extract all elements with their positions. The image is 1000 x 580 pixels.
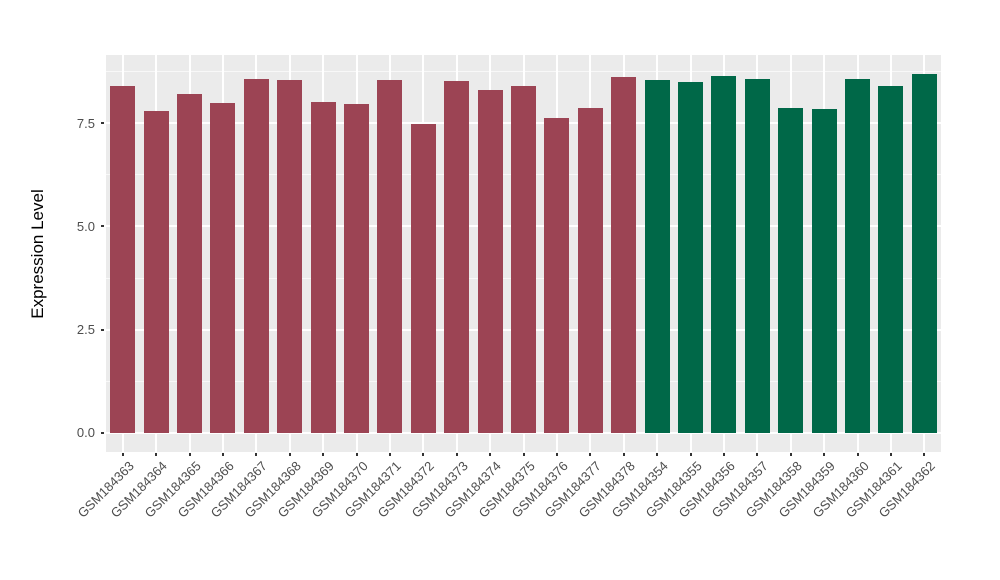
x-tick-mark	[522, 453, 525, 456]
x-tick-mark	[555, 453, 558, 456]
y-tick-mark	[101, 328, 104, 331]
x-tick-mark	[121, 453, 124, 456]
x-tick-mark	[221, 453, 224, 456]
x-tick-mark	[756, 453, 759, 456]
x-tick-mark	[388, 453, 391, 456]
bar-GSM184376	[544, 118, 570, 433]
x-tick-mark	[923, 453, 926, 456]
bar-GSM184361	[878, 85, 904, 433]
y-tick-label: 0.0	[76, 425, 95, 441]
bar-GSM184367	[243, 79, 269, 433]
y-tick-mark	[101, 225, 104, 228]
x-tick-mark	[288, 453, 291, 456]
x-tick-mark	[155, 453, 158, 456]
x-tick-mark	[856, 453, 859, 456]
x-tick-mark	[489, 453, 492, 456]
x-tick-mark	[722, 453, 725, 456]
x-tick-mark	[656, 453, 659, 456]
bar-GSM184368	[277, 80, 303, 433]
bar-GSM184372	[410, 123, 436, 433]
bar-GSM184359	[811, 109, 837, 433]
x-tick-mark	[188, 453, 191, 456]
x-tick-mark	[422, 453, 425, 456]
x-tick-mark	[255, 453, 258, 456]
bar-GSM184371	[377, 80, 403, 433]
bar-GSM184365	[177, 94, 202, 433]
bar-GSM184370	[344, 104, 369, 433]
x-tick-mark	[455, 453, 458, 456]
y-tick-label: 2.5	[76, 322, 95, 338]
x-tick-mark	[789, 453, 792, 456]
x-tick-mark	[589, 453, 592, 456]
bar-GSM184377	[577, 108, 603, 433]
bar-GSM184356	[711, 76, 737, 433]
y-tick-mark	[101, 122, 104, 125]
y-axis-title: Expression Level	[28, 188, 47, 319]
bar-GSM184358	[778, 108, 804, 433]
y-tick-label: 7.5	[76, 115, 95, 131]
bar-GSM184378	[611, 77, 637, 433]
bar-GSM184363	[110, 85, 136, 433]
bar-GSM184373	[444, 81, 470, 433]
bar-GSM184375	[511, 85, 536, 433]
x-tick-mark	[355, 453, 358, 456]
bar-GSM184374	[477, 90, 503, 433]
bar-GSM184362	[911, 73, 937, 433]
bar-GSM184360	[845, 79, 870, 433]
x-tick-mark	[889, 453, 892, 456]
x-tick-mark	[322, 453, 325, 456]
bar-GSM184364	[143, 110, 169, 433]
bar-GSM184357	[744, 79, 770, 433]
bar-GSM184369	[310, 101, 336, 433]
x-tick-mark	[622, 453, 625, 456]
x-tick-mark	[823, 453, 826, 456]
x-tick-mark	[689, 453, 692, 456]
bar-GSM184354	[644, 80, 670, 433]
y-tick-mark	[101, 431, 104, 434]
y-tick-label: 5.0	[76, 218, 95, 234]
bar-GSM184366	[210, 103, 236, 433]
bar-GSM184355	[678, 81, 703, 433]
